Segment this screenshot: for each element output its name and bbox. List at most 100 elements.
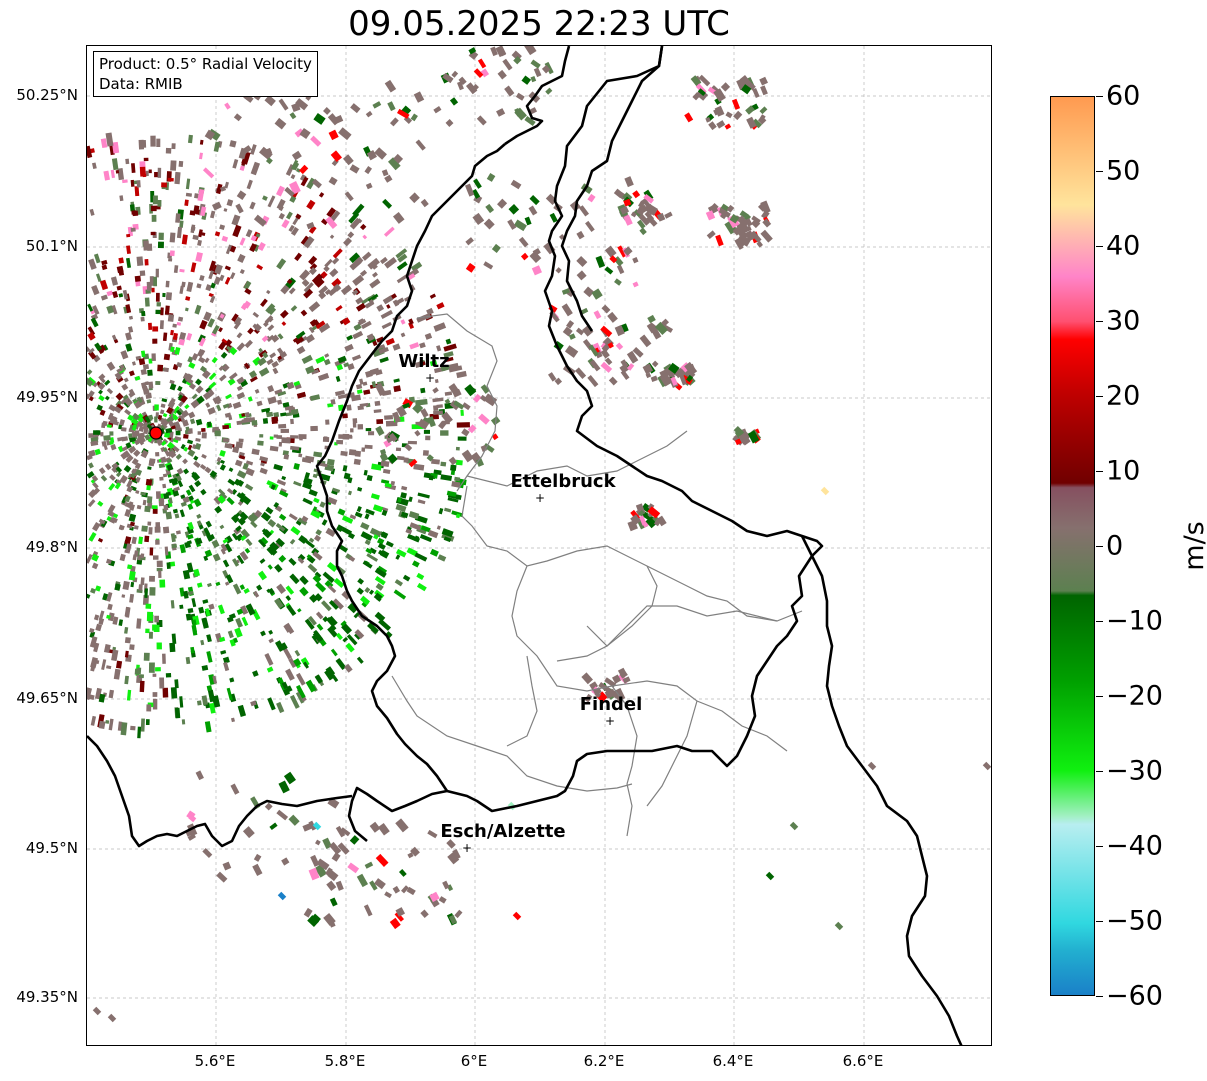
echo-cell [211,356,218,364]
echo-cell [630,514,641,526]
echo-cell [94,342,102,352]
echo-cell [240,605,249,615]
echo-cell [172,414,179,421]
echo-cell [111,304,118,315]
echo-cell [302,823,313,832]
echo-cell [156,302,161,307]
echo-cell [734,438,742,446]
echo-cell [473,68,484,79]
echo-cell [401,485,408,491]
echo-cell [145,719,150,726]
echo-cell [87,553,93,564]
echo-cell [192,619,197,626]
echo-cell [224,339,233,347]
echo-cell [374,147,387,160]
echo-cell [145,478,153,486]
echo-cell [201,695,208,706]
echo-cell [173,486,180,492]
echo-cell [111,158,119,171]
echo-cell [154,615,160,623]
echo-cell [245,229,253,238]
echo-cell [161,398,168,403]
echo-cell [289,573,300,585]
echo-cell [201,232,206,237]
echo-cell [395,548,407,558]
echo-cell [324,258,333,268]
echo-cell [131,361,136,366]
echo-cell [98,693,106,703]
colorbar-tick-label: −60 [1106,980,1163,1012]
echo-cell [219,374,227,382]
echo-cell [258,367,270,377]
colorbar-tick-label: 30 [1106,305,1141,337]
echo-cell [291,102,301,113]
echo-cell [283,771,296,785]
echo-cell [235,617,243,628]
echo-cell [156,438,163,445]
echo-cell [185,426,190,431]
echo-cell [233,478,241,486]
echo-cell [378,549,384,556]
echo-cell [111,141,120,154]
echo-cell [327,626,338,638]
echo-cell [190,224,196,234]
echo-cell [323,358,331,366]
echo-cell [286,381,295,390]
echo-cell [443,507,452,513]
city-marker: + [534,491,546,505]
echo-cell [92,1006,102,1016]
echo-cell [647,506,661,519]
echo-cell [260,462,265,467]
echo-cell [300,176,309,187]
echo-cell [282,647,292,660]
echo-cell [230,783,240,795]
echo-cell [90,148,95,154]
echo-cell [88,462,94,469]
echo-cell [393,589,407,600]
echo-cell [670,376,678,386]
echo-cell [521,75,532,85]
echo-cell [656,212,666,222]
echo-cell [352,274,365,286]
echo-cell [620,359,629,369]
echo-cell [341,623,353,635]
echo-cell [335,880,344,891]
echo-cell [175,213,181,223]
echo-cell [329,268,339,278]
echo-cell [576,255,588,268]
echo-cell [684,361,698,376]
echo-cell [222,861,232,871]
echo-cell [95,623,102,632]
echo-cell [256,264,264,271]
echo-cell [363,469,368,476]
echo-cell [201,617,209,629]
echo-cell [312,551,323,561]
echo-cell [115,392,124,401]
echo-cell [103,445,108,451]
echo-cell [166,441,175,450]
echo-cell [176,467,184,475]
echo-cell [241,412,246,417]
echo-cell [504,85,515,97]
echo-cell [243,362,251,370]
echo-cell [338,434,348,439]
echo-cell [142,499,147,506]
echo-cell [268,638,274,644]
echo-cell [476,115,487,126]
echo-cell [415,139,426,151]
echo-cell [129,204,136,212]
echo-cell [188,361,196,369]
echo-cell [166,458,173,464]
echo-cell [337,355,347,364]
map-panel[interactable] [86,45,992,1046]
echo-cell [219,636,226,643]
echo-cell [739,75,752,88]
echo-cell [269,822,278,831]
echo-cell [198,356,206,364]
map-title: 09.05.2025 22:23 UTC [348,4,730,44]
echo-cell [411,560,420,568]
echo-cell [491,243,501,253]
echo-cell [449,400,461,411]
echo-cell [369,547,377,555]
echo-cell [194,304,202,315]
